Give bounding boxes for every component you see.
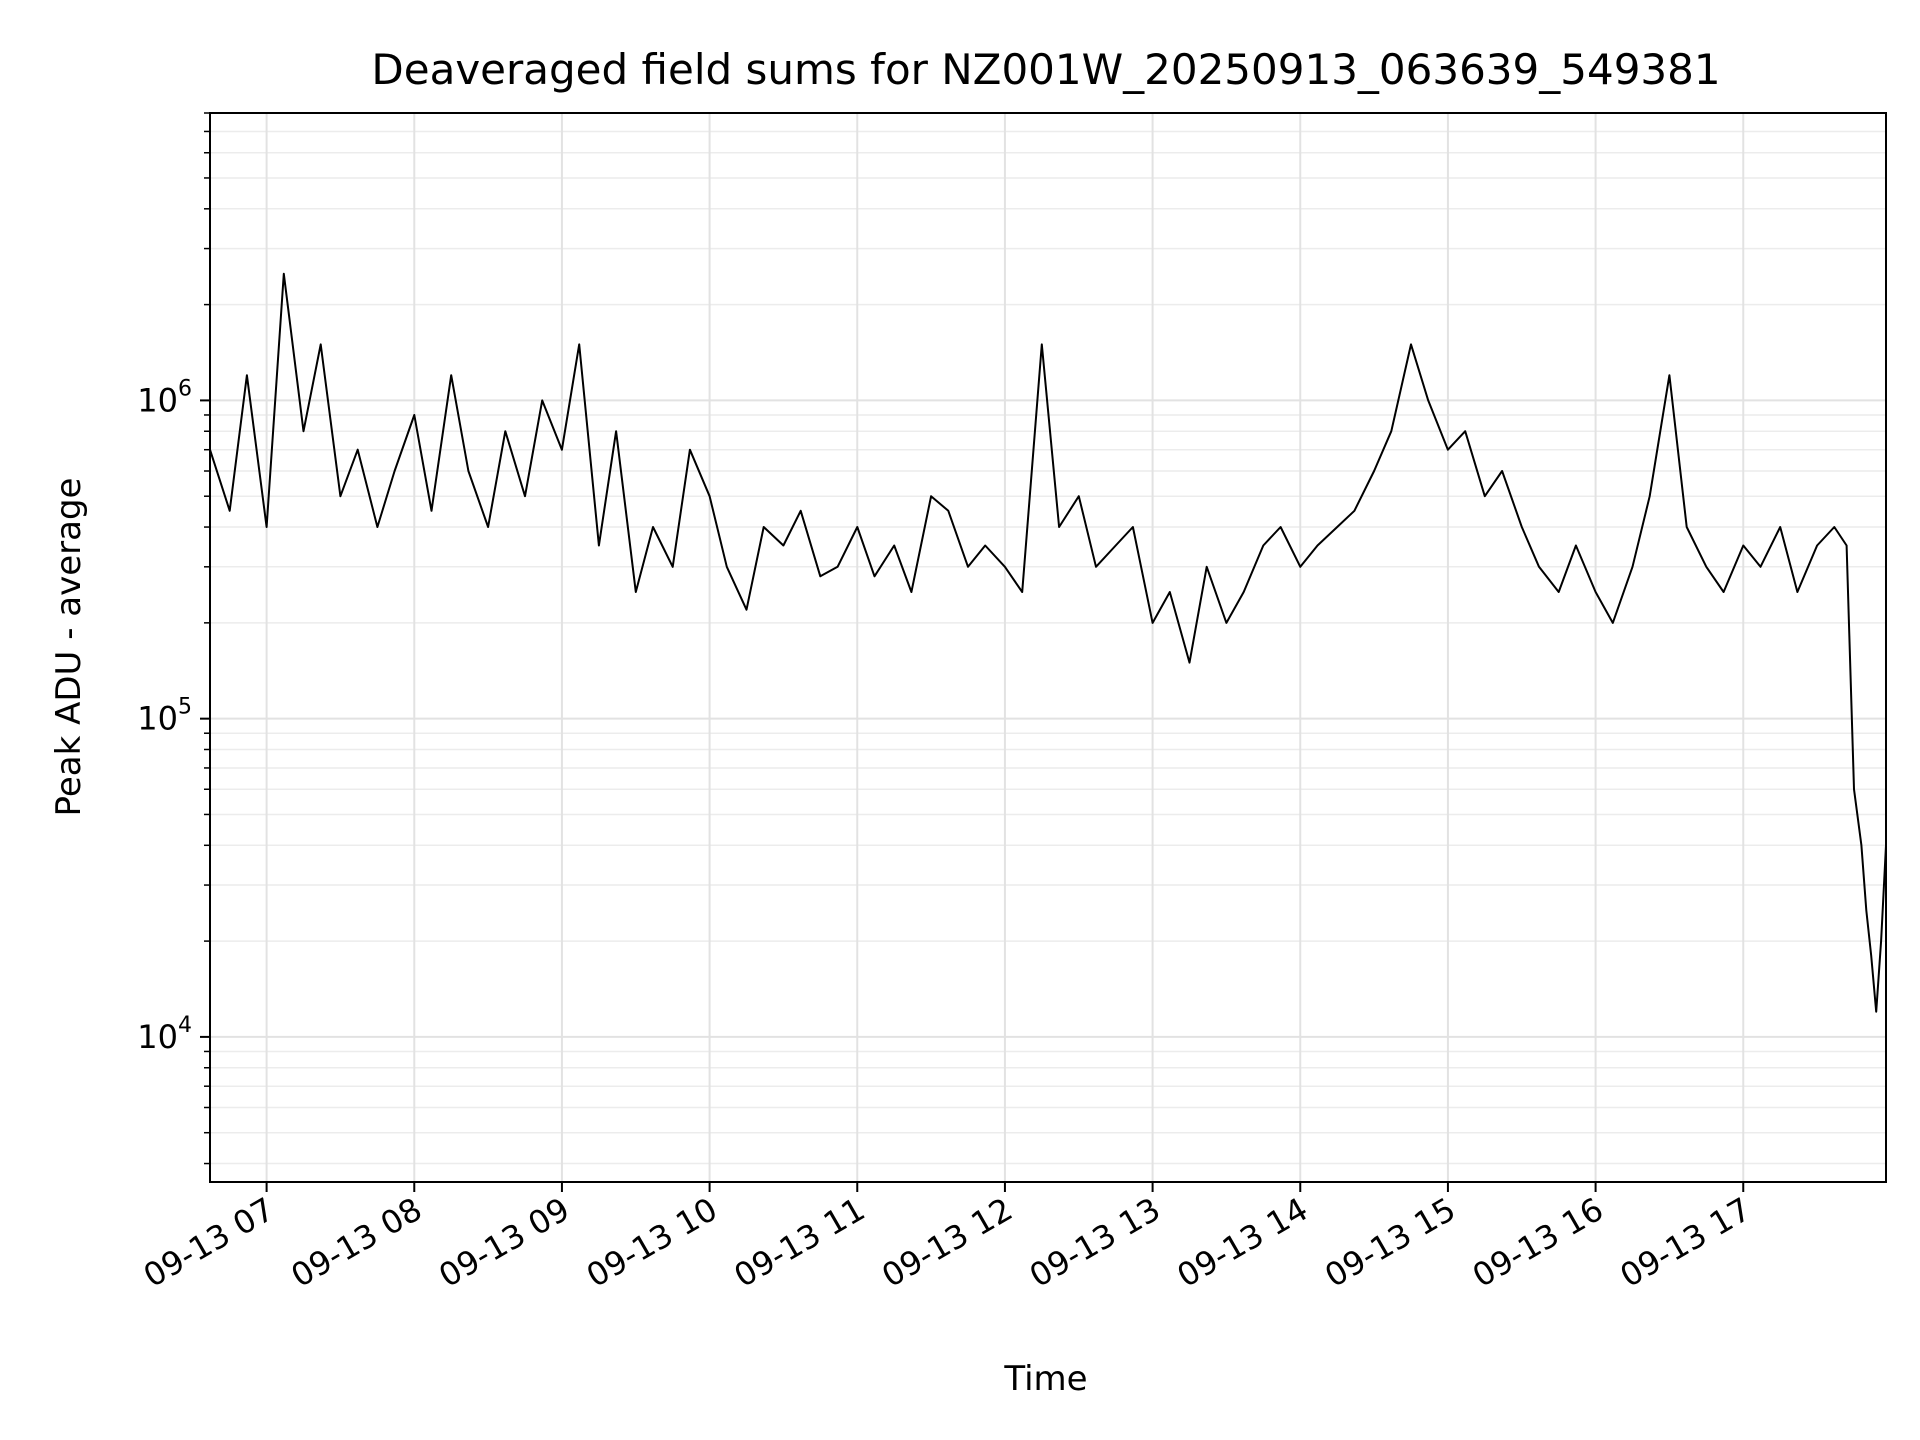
data-line [209, 272, 1887, 1013]
plot-frame [209, 112, 1887, 1183]
y-axis-label: Peak ADU - average [49, 478, 89, 817]
chart-title: Deaveraged field sums for NZ001W_2025091… [371, 45, 1720, 94]
major-grid [210, 113, 1886, 1182]
y-axis: 104 105 106 [137, 112, 210, 1165]
y-tick-label: 105 [137, 695, 192, 738]
y-tick-label: 106 [137, 376, 192, 419]
data-line-group [209, 272, 1887, 1013]
x-axis-label: Time [1003, 1359, 1087, 1399]
y-tick-label: 104 [137, 1013, 192, 1056]
